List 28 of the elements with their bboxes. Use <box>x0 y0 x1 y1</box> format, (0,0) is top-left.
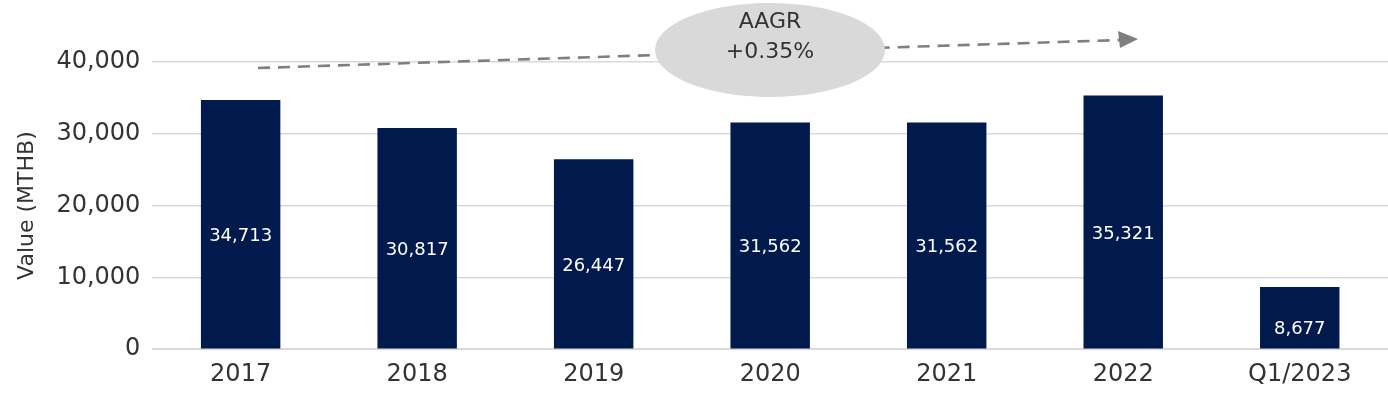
data-label: 8,677 <box>1273 317 1326 339</box>
annotation: AAGR +0.35% <box>724 7 816 65</box>
bar <box>1260 286 1340 349</box>
bar <box>553 159 634 349</box>
x-tick-label: 2022 <box>1092 358 1154 387</box>
data-label: 26,447 <box>562 253 626 275</box>
y-tick-label: 40,000 <box>56 46 141 75</box>
data-label: 34,713 <box>209 223 273 245</box>
x-tick-label: 2018 <box>386 358 448 387</box>
x-tick-label: 2020 <box>739 358 801 387</box>
data-label: 31,562 <box>915 235 979 257</box>
x-tick-label: 2021 <box>916 358 978 387</box>
x-tick-label: 2019 <box>563 358 625 387</box>
x-tick-label: Q1/2023 <box>1248 358 1352 387</box>
y-tick-label: 10,000 <box>56 261 141 290</box>
data-label: 30,817 <box>385 237 449 259</box>
y-tick-label: 30,000 <box>56 118 141 147</box>
bar <box>200 99 281 349</box>
y-axis-title: Value (MTHB) <box>12 131 38 280</box>
bar <box>730 122 810 349</box>
bar <box>377 127 457 349</box>
y-tick-label: 20,000 <box>56 189 141 218</box>
x-tick-label: 2017 <box>210 358 272 387</box>
bar <box>1083 95 1163 349</box>
y-tick-label: 0 <box>125 333 141 362</box>
data-label: 31,562 <box>738 235 802 257</box>
bar <box>906 122 987 349</box>
data-label: 35,321 <box>1091 221 1155 243</box>
